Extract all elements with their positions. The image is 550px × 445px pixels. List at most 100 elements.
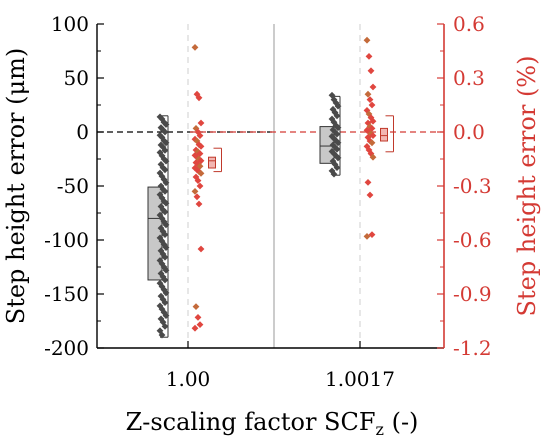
data-point — [333, 145, 341, 153]
data-point — [156, 113, 164, 121]
y-left-tick-label: -100 — [44, 228, 89, 252]
data-point — [196, 182, 204, 190]
data-point — [334, 139, 342, 147]
box — [147, 186, 163, 281]
data-point — [161, 231, 169, 238]
data-point — [366, 96, 374, 103]
data-point — [196, 132, 204, 139]
data-point — [161, 253, 169, 261]
data-point — [195, 94, 203, 102]
data-point — [161, 323, 169, 330]
data-point — [334, 124, 342, 132]
data-point — [162, 312, 170, 319]
data-point — [329, 126, 337, 134]
data-point — [330, 170, 338, 178]
data-point — [158, 215, 166, 222]
y-right-tick-label: -0.9 — [453, 282, 492, 306]
data-point — [331, 143, 339, 151]
data-point — [191, 44, 199, 51]
y-right-tick-label: 0.6 — [453, 12, 485, 36]
data-point — [368, 101, 376, 109]
data-point — [157, 161, 165, 168]
data-point — [191, 135, 199, 143]
data-point — [367, 150, 375, 157]
y-right-tick-label: -0.6 — [453, 228, 492, 252]
data-point — [333, 130, 341, 138]
data-point — [197, 245, 205, 253]
y-axis-right-label: Step height error (%) — [513, 56, 541, 317]
data-point — [162, 139, 170, 147]
y-left-tick-label: -150 — [44, 282, 89, 306]
data-point — [363, 107, 371, 114]
data-point — [162, 121, 170, 128]
data-point — [157, 224, 165, 232]
data-point — [162, 179, 170, 187]
data-point — [368, 231, 376, 238]
data-point — [330, 150, 338, 157]
y-left-tick-label: 50 — [64, 66, 89, 90]
data-point — [366, 123, 374, 130]
data-point — [369, 132, 377, 139]
axes-layer: -200 -150 -100 -50 0 50 100 -1.2 -0.9 -0.6 -0.3 0.0… — [44, 12, 492, 391]
x-tick-label: 1.00 — [166, 367, 211, 391]
data-point — [158, 115, 166, 123]
data-point — [159, 206, 167, 214]
data-point — [369, 83, 377, 91]
data-point — [367, 114, 375, 121]
x-tick-label: 1.0017 — [325, 367, 395, 391]
data-point — [158, 305, 166, 313]
data-point — [330, 118, 338, 126]
data-point — [364, 179, 372, 186]
box — [380, 127, 388, 142]
data-point — [364, 90, 372, 98]
data-point — [156, 169, 164, 177]
data-point — [365, 128, 373, 136]
data-point — [161, 166, 169, 174]
data-point — [329, 105, 337, 113]
data-point — [368, 139, 376, 147]
data-point — [158, 331, 166, 339]
data-point — [367, 67, 375, 75]
x-axis-label: Z-scaling factor SCFz (-) — [126, 408, 419, 439]
data-point — [369, 117, 377, 125]
data-point — [156, 302, 164, 310]
data-point — [334, 154, 342, 162]
data-point — [162, 244, 170, 251]
data-point — [158, 283, 166, 290]
data-point — [194, 177, 202, 184]
x-axis-label-main: Z-scaling factor SCF — [126, 408, 376, 436]
y-right-tick-label: -1.2 — [453, 336, 492, 360]
data-point — [162, 199, 170, 207]
data-point — [334, 102, 342, 110]
data-point — [196, 321, 204, 328]
data-point — [333, 112, 341, 120]
data-point — [365, 53, 373, 60]
data-point — [363, 143, 371, 150]
data-point — [196, 162, 204, 170]
x-axis-label-subscript: z — [376, 420, 384, 439]
data-point — [332, 137, 340, 145]
box — [208, 156, 216, 169]
data-point — [159, 143, 167, 151]
data-layer — [147, 36, 394, 339]
data-point — [363, 126, 371, 134]
data-point — [197, 119, 205, 127]
data-point — [162, 266, 170, 274]
data-point — [195, 200, 203, 208]
data-point — [158, 134, 166, 141]
y-left-tick-label: 0 — [76, 120, 89, 144]
y-left-tick-label: 100 — [51, 12, 89, 36]
data-point — [331, 109, 339, 116]
data-point — [328, 91, 336, 99]
data-point — [162, 221, 170, 229]
data-point — [328, 148, 336, 155]
data-point — [193, 153, 201, 161]
data-point — [161, 276, 169, 284]
y-right-tick-label: 0.0 — [453, 120, 485, 144]
data-point — [161, 208, 169, 216]
data-point — [162, 289, 170, 297]
data-point — [197, 143, 205, 150]
data-point — [197, 170, 205, 177]
data-point — [328, 132, 336, 140]
